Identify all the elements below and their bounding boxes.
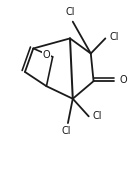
Text: Cl: Cl xyxy=(93,111,102,121)
Text: O: O xyxy=(43,50,50,60)
Text: Cl: Cl xyxy=(62,126,71,136)
Text: Cl: Cl xyxy=(109,32,119,42)
Text: Cl: Cl xyxy=(65,7,75,17)
Text: O: O xyxy=(120,75,128,85)
